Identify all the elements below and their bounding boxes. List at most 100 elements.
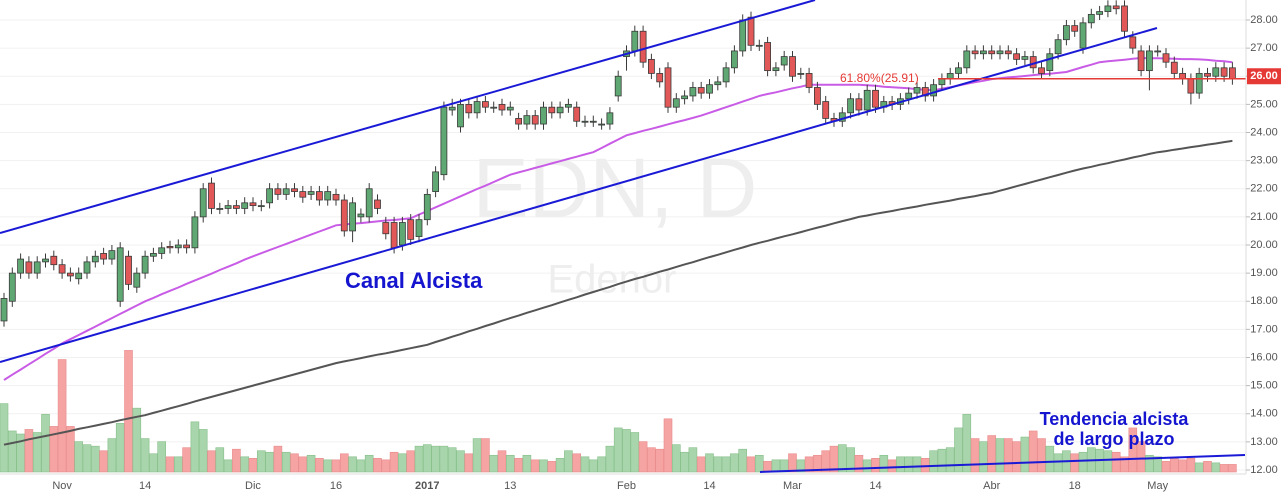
volume-bar	[8, 430, 17, 473]
volume-bar	[680, 451, 689, 473]
candle-body	[481, 101, 489, 108]
candle-body	[980, 50, 987, 55]
candle-body	[1013, 53, 1020, 60]
volume-bar	[406, 450, 416, 473]
volume-bar	[871, 458, 880, 473]
candle-body	[183, 244, 191, 249]
volume-bar	[622, 429, 631, 473]
volume-bar	[381, 459, 391, 473]
y-tick-label: 20.00	[1250, 239, 1278, 251]
candle-body	[589, 120, 597, 123]
volume-bar	[738, 448, 748, 473]
candle-body	[1220, 67, 1228, 77]
candle-body	[1004, 50, 1012, 55]
volume-bar	[0, 403, 9, 473]
volume-bar	[174, 456, 183, 473]
volume-bar	[339, 453, 349, 473]
candle-body	[0, 298, 8, 322]
candle-body	[1170, 61, 1178, 74]
candle-body	[664, 67, 672, 108]
x-tick-label: 18	[1069, 480, 1081, 492]
volume-bar	[912, 456, 922, 473]
candle-body	[423, 193, 431, 221]
candle-body	[448, 106, 456, 111]
candle-body	[872, 89, 879, 108]
candle-body	[191, 216, 199, 249]
volume-bar	[323, 459, 333, 473]
candle-body	[299, 191, 307, 198]
x-tick-label: 14	[139, 480, 151, 492]
volume-bar	[1103, 450, 1113, 473]
volume-bar	[1028, 430, 1038, 473]
candle-body	[1162, 53, 1170, 63]
volume-bar	[223, 459, 233, 473]
volume-bar	[713, 456, 723, 473]
candle-body	[332, 193, 340, 201]
candle-body	[457, 103, 464, 128]
candle-body	[847, 98, 854, 114]
volume-bar	[1211, 462, 1221, 473]
candle-body	[988, 50, 996, 55]
candle-body	[1121, 5, 1128, 32]
volume-bar	[721, 456, 731, 473]
candle-body	[681, 95, 688, 100]
candle-body	[1071, 25, 1079, 32]
candle-body	[565, 103, 572, 108]
volume-bar	[788, 453, 797, 473]
candle-body	[390, 222, 398, 249]
candle-body	[971, 50, 979, 55]
volume-bar	[306, 454, 316, 473]
moving-average	[3, 139, 1233, 446]
volume-bar	[846, 447, 855, 473]
candle-body	[963, 50, 971, 69]
volume-bar	[447, 447, 457, 473]
candle-body	[116, 247, 124, 302]
volume-bar	[398, 453, 407, 473]
candle-body	[67, 272, 74, 277]
candle-body	[930, 84, 937, 97]
candle-body	[158, 247, 166, 254]
volume-bar	[1120, 456, 1129, 473]
volume-bar	[904, 456, 914, 473]
price-tag-label: 26.00	[1250, 70, 1278, 82]
candle-body	[1038, 67, 1045, 74]
volume-bar	[389, 451, 399, 473]
candle-body	[1087, 13, 1095, 24]
candle-body	[1129, 36, 1137, 49]
candle-body	[755, 44, 763, 47]
volume-bar	[157, 441, 166, 473]
volume-bar	[115, 423, 125, 473]
x-tick-label: 14	[869, 480, 881, 492]
volume-bar	[505, 454, 515, 473]
candle-body	[25, 261, 33, 274]
candle-body	[199, 188, 207, 218]
candle-body	[581, 120, 589, 123]
candle-body	[324, 191, 332, 201]
volume-bar	[829, 445, 839, 473]
candle-body	[42, 258, 49, 263]
candle-body	[648, 58, 655, 74]
volume-bar	[1037, 438, 1046, 473]
candle-body	[506, 106, 514, 111]
candle-body	[822, 101, 830, 119]
axes: 12.00 13.00 14.00 15.00 16.00 17.00 18.00 19.00…	[52, 14, 1281, 492]
volume-bar	[91, 445, 100, 473]
candle-body	[357, 213, 365, 218]
volume-bar	[580, 456, 590, 473]
volume-bar	[1003, 438, 1013, 473]
volume-bar	[962, 413, 972, 473]
volume-bar	[979, 441, 988, 473]
volume-bar	[862, 459, 872, 473]
volume-bar	[754, 454, 764, 473]
y-tick-label: 25.00	[1250, 98, 1278, 110]
volume-bar	[987, 435, 997, 473]
x-tick-label: 16	[330, 480, 342, 492]
candle-body	[515, 118, 522, 125]
volume-bar	[746, 456, 756, 473]
candle-body	[1229, 67, 1236, 80]
y-tick-label: 17.00	[1250, 323, 1278, 335]
candle-body	[697, 87, 705, 94]
candle-body	[714, 81, 722, 86]
